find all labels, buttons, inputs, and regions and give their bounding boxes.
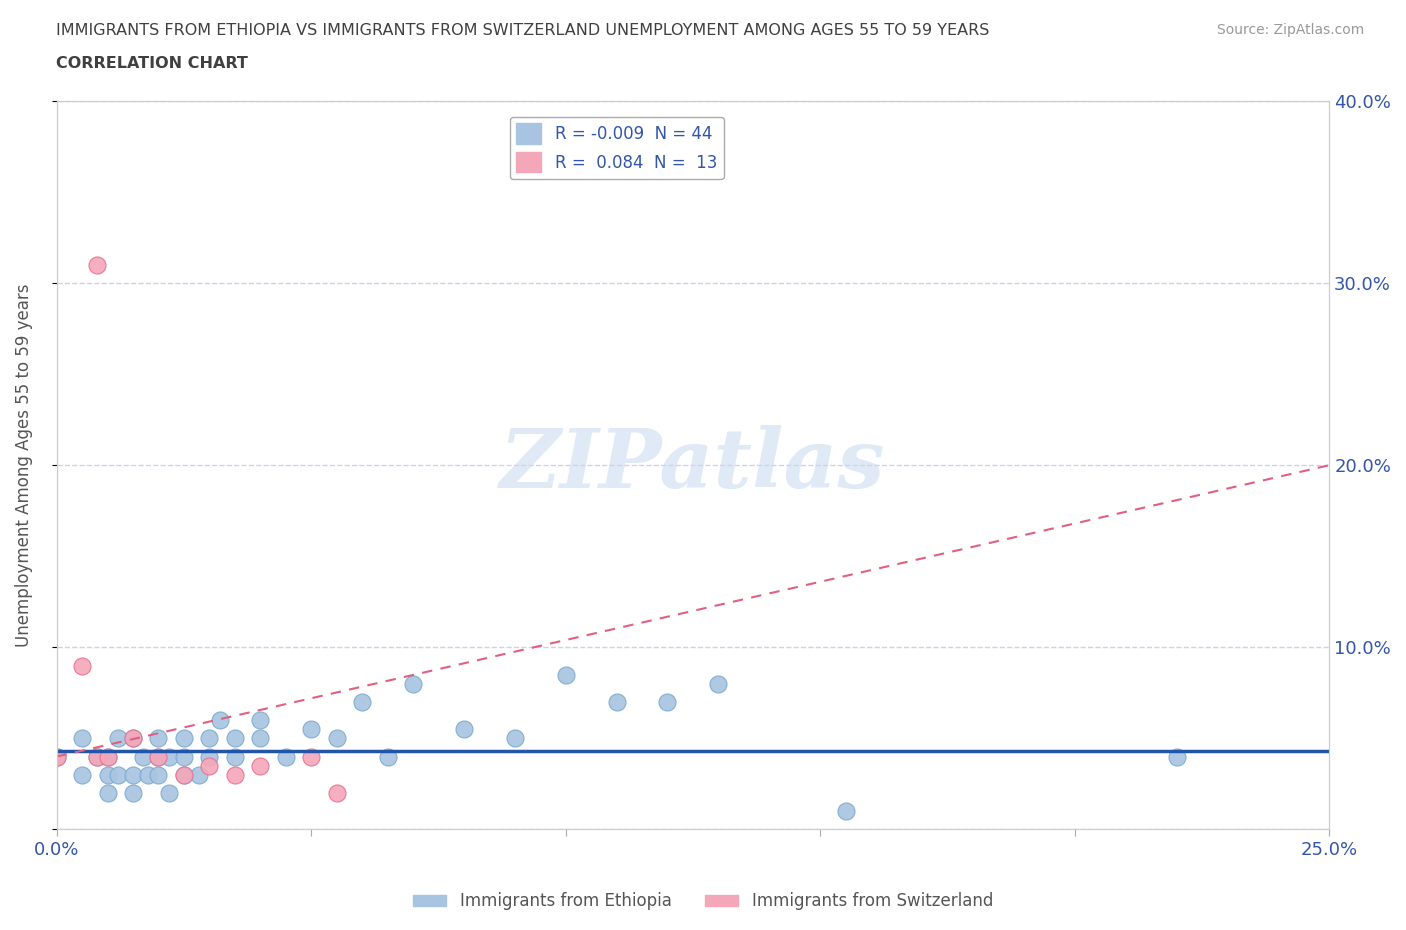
Point	[96, 767, 118, 782]
Point	[173, 767, 195, 782]
Point	[70, 658, 93, 673]
Point	[198, 750, 221, 764]
Point	[132, 750, 155, 764]
Point	[208, 712, 231, 727]
Legend: R = -0.009  N = 44, R =  0.084  N =  13: R = -0.009 N = 44, R = 0.084 N = 13	[509, 116, 724, 179]
Point	[834, 804, 856, 818]
Point	[1166, 750, 1188, 764]
Point	[45, 750, 67, 764]
Point	[122, 786, 145, 801]
Point	[70, 767, 93, 782]
Point	[249, 731, 271, 746]
Point	[606, 695, 628, 710]
Point	[377, 750, 399, 764]
Text: ZIPatlas: ZIPatlas	[501, 425, 886, 505]
Point	[96, 750, 118, 764]
Point	[136, 767, 159, 782]
Point	[96, 786, 118, 801]
Point	[707, 676, 730, 691]
Point	[86, 750, 108, 764]
Point	[122, 731, 145, 746]
Point	[224, 767, 246, 782]
Point	[173, 731, 195, 746]
Point	[107, 767, 129, 782]
Point	[657, 695, 679, 710]
Point	[148, 731, 170, 746]
Text: IMMIGRANTS FROM ETHIOPIA VS IMMIGRANTS FROM SWITZERLAND UNEMPLOYMENT AMONG AGES : IMMIGRANTS FROM ETHIOPIA VS IMMIGRANTS F…	[56, 23, 990, 38]
Point	[96, 750, 118, 764]
Point	[249, 712, 271, 727]
Text: CORRELATION CHART: CORRELATION CHART	[56, 56, 247, 71]
Point	[45, 750, 67, 764]
Point	[107, 731, 129, 746]
Point	[188, 767, 211, 782]
Point	[157, 750, 180, 764]
Point	[554, 667, 576, 682]
Point	[299, 722, 322, 737]
Text: Source: ZipAtlas.com: Source: ZipAtlas.com	[1216, 23, 1364, 37]
Point	[352, 695, 374, 710]
Point	[402, 676, 425, 691]
Point	[86, 750, 108, 764]
Point	[503, 731, 526, 746]
Point	[325, 731, 347, 746]
Legend: Immigrants from Ethiopia, Immigrants from Switzerland: Immigrants from Ethiopia, Immigrants fro…	[406, 885, 1000, 917]
Point	[224, 750, 246, 764]
Point	[86, 258, 108, 272]
Y-axis label: Unemployment Among Ages 55 to 59 years: Unemployment Among Ages 55 to 59 years	[15, 284, 32, 647]
Point	[299, 750, 322, 764]
Point	[224, 731, 246, 746]
Point	[122, 731, 145, 746]
Point	[325, 786, 347, 801]
Point	[198, 758, 221, 773]
Point	[70, 731, 93, 746]
Point	[157, 786, 180, 801]
Point	[453, 722, 475, 737]
Point	[173, 750, 195, 764]
Point	[274, 750, 297, 764]
Point	[122, 767, 145, 782]
Point	[148, 750, 170, 764]
Point	[249, 758, 271, 773]
Point	[148, 750, 170, 764]
Point	[173, 767, 195, 782]
Point	[198, 731, 221, 746]
Point	[148, 767, 170, 782]
